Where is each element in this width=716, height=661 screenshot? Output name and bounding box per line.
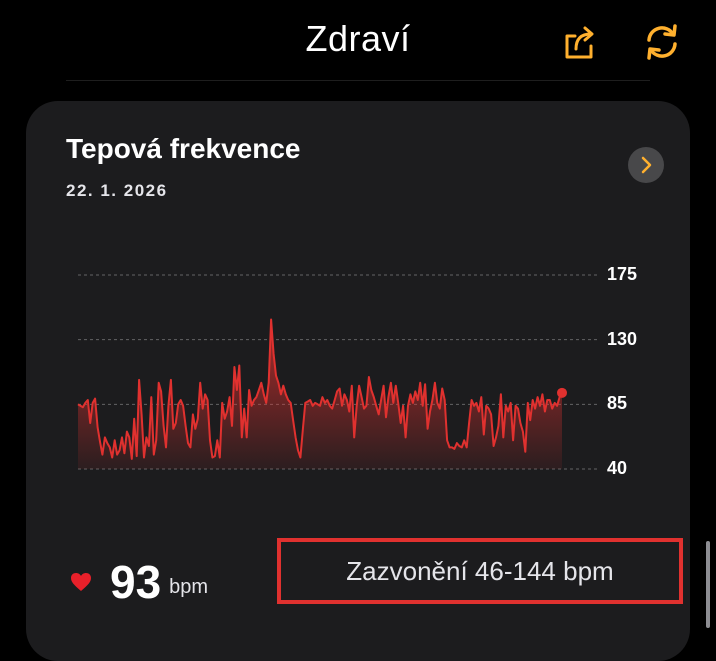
y-tick-label: 175: [607, 264, 638, 284]
heart-rate-chart: [77, 274, 598, 470]
y-tick-label: 130: [607, 328, 638, 349]
share-icon: [565, 26, 594, 59]
heart-icon: [71, 573, 91, 591]
sync-icon: [647, 24, 677, 60]
chevron-right-icon: [641, 156, 652, 174]
current-stat: 93 bpm: [70, 556, 209, 608]
current-unit: bpm: [169, 575, 209, 598]
range-box[interactable]: Zazvonění 46-144 bpm: [277, 538, 683, 604]
card-title: Tepová frekvence: [66, 133, 301, 164]
chevron-button[interactable]: [628, 147, 664, 183]
y-tick-label: 40: [607, 458, 628, 478]
sync-button[interactable]: [642, 22, 682, 62]
current-value: 93: [110, 556, 162, 608]
card-date: 22. 1. 2026: [66, 181, 168, 200]
header-divider: [66, 80, 650, 81]
y-tick-label: 85: [607, 393, 628, 414]
header: Zdraví: [0, 0, 716, 80]
range-label: Zazvonění 46-144 bpm: [346, 555, 614, 586]
page-title: Zdraví: [305, 18, 411, 59]
scrollbar[interactable]: [706, 541, 710, 628]
chart-last-point: [557, 387, 567, 398]
chart-area: [78, 319, 562, 469]
share-button[interactable]: [560, 22, 600, 62]
chart-line: [77, 318, 563, 460]
heart-rate-card[interactable]: Tepová frekvence 22. 1. 2026 175 130 85 40 …: [26, 101, 690, 661]
